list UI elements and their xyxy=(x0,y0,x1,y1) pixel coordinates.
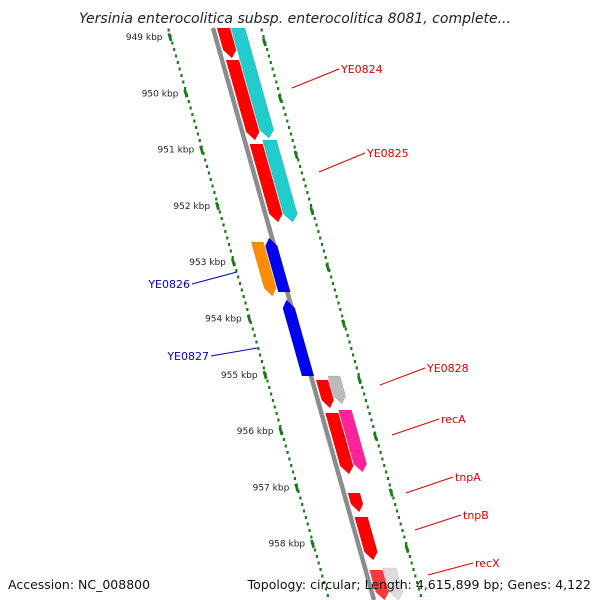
gene-cog-orange xyxy=(250,241,277,297)
gene-forward-tnpb xyxy=(354,516,378,561)
tick-mark xyxy=(294,483,300,492)
gene-label[interactable]: YE0825 xyxy=(366,147,409,160)
gene-label[interactable]: tnpA xyxy=(455,471,481,484)
tick-label: 956 kbp xyxy=(237,427,274,437)
gene-label[interactable]: YE0824 xyxy=(340,63,383,76)
label-leader-line xyxy=(405,476,454,494)
tick-mark xyxy=(356,375,362,385)
accession-text: Accession: NC_008800 xyxy=(8,577,151,592)
tick-mark xyxy=(388,488,394,497)
gene-cog-grey xyxy=(327,375,346,405)
gene-label[interactable]: recA xyxy=(441,413,466,426)
tick-marks: 949 kbp 950 kbp 951 kbp 952 kbp 953 kbp 954 k… xyxy=(126,32,410,554)
tick-mark xyxy=(293,150,299,159)
tick-mark xyxy=(325,263,331,272)
tick-mark xyxy=(199,145,205,154)
gene-features xyxy=(216,27,404,600)
gene-cog-cyan xyxy=(262,139,298,223)
tick-mark xyxy=(277,94,283,103)
tick-mark xyxy=(341,319,347,328)
gene-forward-ye0824 xyxy=(225,59,260,141)
tick-label: 950 kbp xyxy=(142,89,179,99)
gene-label[interactable]: recX xyxy=(475,557,500,570)
gene-label[interactable]: tnpB xyxy=(463,509,489,522)
tick-mark xyxy=(310,539,316,549)
tick-label: 955 kbp xyxy=(221,371,258,381)
tick-label: 954 kbp xyxy=(205,315,242,325)
gene-label[interactable]: YE0827 xyxy=(166,350,209,363)
gene-reverse-ye0827 xyxy=(282,299,315,377)
gene-label[interactable]: YE0826 xyxy=(147,278,190,291)
gene-forward-ye0823 xyxy=(216,27,237,59)
label-leader-line xyxy=(427,562,474,576)
gene-forward-ye0828 xyxy=(315,379,335,409)
label-leader-line xyxy=(391,418,440,436)
gene-label[interactable]: YE0828 xyxy=(426,362,469,375)
label-leader-line xyxy=(318,152,366,173)
tick-mark xyxy=(167,32,173,42)
gene-forward-recx xyxy=(369,569,390,600)
label-leader-line xyxy=(414,514,462,531)
tick-mark xyxy=(183,89,189,98)
gene-reverse-ye0826 xyxy=(265,237,291,293)
tick-label: 957 kbp xyxy=(253,483,290,493)
label-leader-line xyxy=(210,347,258,357)
tick-mark xyxy=(404,544,410,554)
tick-mark xyxy=(262,370,268,380)
gene-cog-light xyxy=(382,567,404,600)
tick-label: 949 kbp xyxy=(126,33,163,43)
genome-stats-text: Topology: circular; Length: 4,615,899 bp… xyxy=(247,577,591,592)
tick-label: 952 kbp xyxy=(173,202,210,212)
tick-mark xyxy=(215,201,220,211)
tick-mark xyxy=(309,206,315,216)
tick-mark xyxy=(246,314,252,323)
tick-mark xyxy=(230,258,236,267)
label-leader-line xyxy=(291,68,340,89)
gene-forward-tnpa xyxy=(347,492,364,513)
gene-cog-magenta xyxy=(338,409,368,473)
tick-label: 953 kbp xyxy=(189,258,226,268)
tick-mark xyxy=(278,427,284,436)
gene-cog-cyan xyxy=(230,27,275,139)
map-title: Yersinia enterocolitica subsp. enterocol… xyxy=(79,11,511,27)
tick-label: 951 kbp xyxy=(158,146,195,156)
label-leader-line xyxy=(191,271,238,285)
tick-mark xyxy=(372,432,378,441)
tick-mark xyxy=(261,37,267,47)
gene-forward-reca xyxy=(324,412,354,475)
gene-forward-ye0825 xyxy=(249,143,283,223)
tick-label: 958 kbp xyxy=(268,540,305,550)
gene-labels: YE0824 YE0825 YE0826 YE0827 YE0828 recA tnpA tn… xyxy=(147,63,500,576)
label-leader-line xyxy=(379,367,426,386)
